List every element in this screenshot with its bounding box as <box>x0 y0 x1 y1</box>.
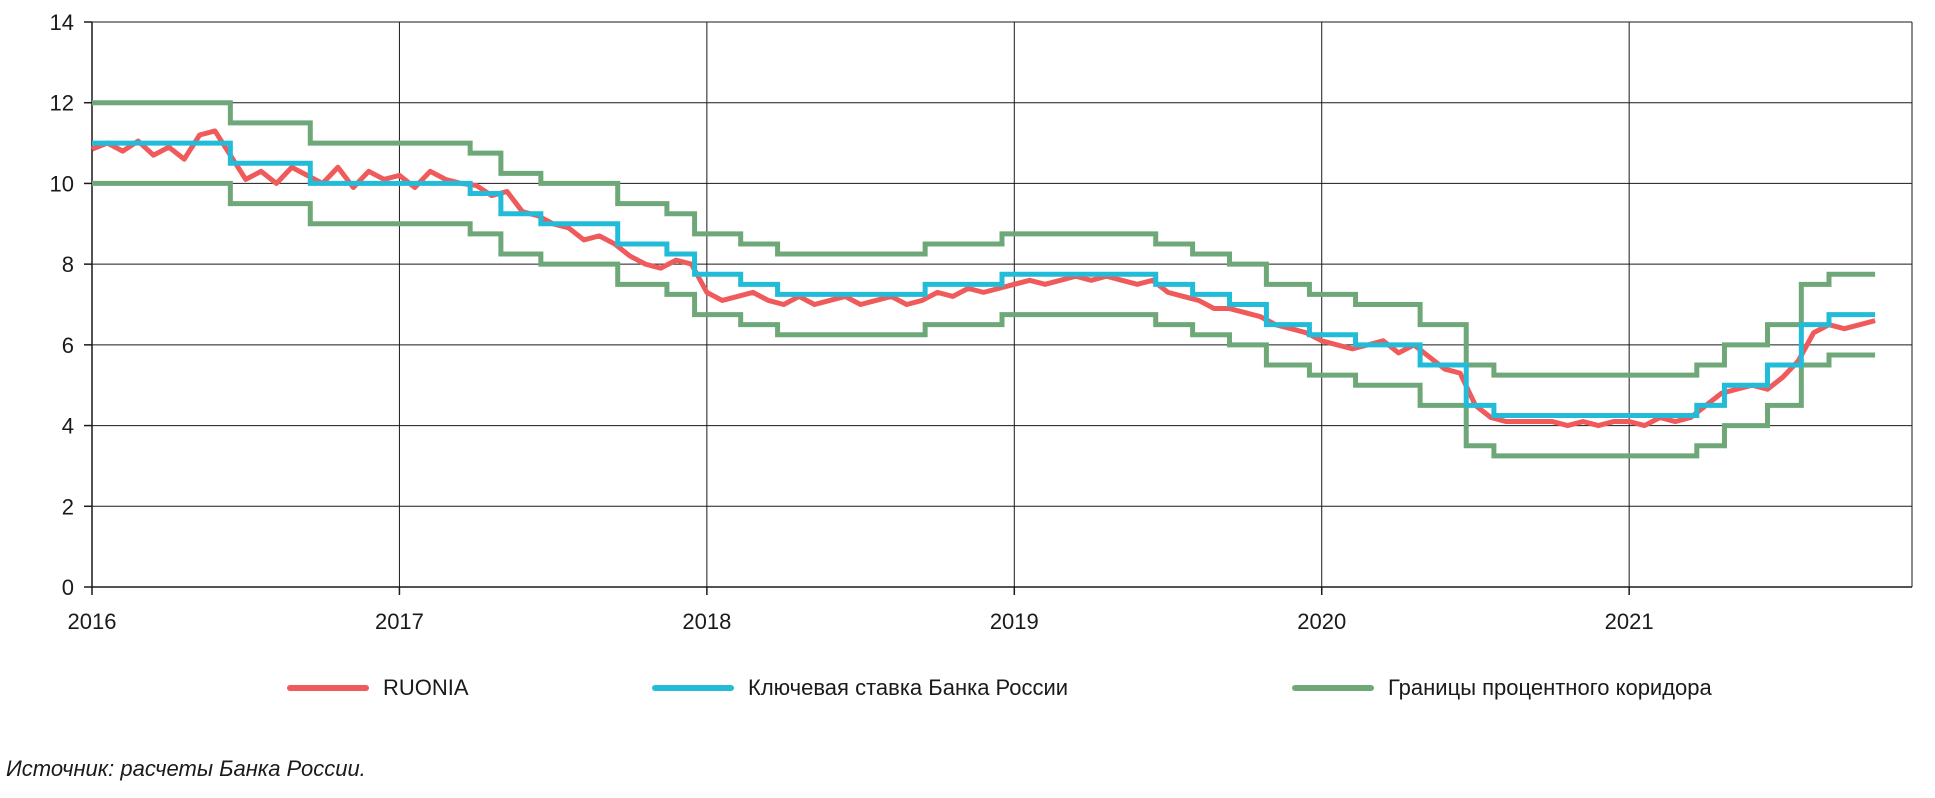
y-tick-label: 6 <box>62 333 74 358</box>
line-chart: 0 2 4 6 8 10 12 14 2016 2017 2018 2019 2020 2021 <box>50 10 1913 634</box>
x-tick-label: 2021 <box>1605 609 1654 634</box>
x-tick-labels: 2016 2017 2018 2019 2020 2021 <box>68 587 1654 634</box>
legend-swatch-key-rate <box>652 685 734 691</box>
y-tick-labels: 0 2 4 6 8 10 12 14 <box>50 10 92 600</box>
x-tick-label: 2019 <box>990 609 1039 634</box>
legend-swatch-corridor <box>1292 685 1374 691</box>
y-tick-label: 0 <box>62 575 74 600</box>
legend-label-key-rate: Ключевая ставка Банка России <box>748 675 1069 700</box>
legend: RUONIA Ключевая ставка Банка России Гран… <box>0 675 1935 715</box>
y-tick-label: 8 <box>62 252 74 277</box>
y-tick-label: 14 <box>50 10 74 35</box>
ruonia-series <box>91 128 1876 429</box>
legend-label-ruonia: RUONIA <box>383 675 469 700</box>
source-note: Источник: расчеты Банка России. <box>6 756 366 781</box>
corridor-lower-line <box>92 180 1876 459</box>
axes <box>91 22 1912 588</box>
y-tick-label: 4 <box>62 414 74 439</box>
legend-swatch-ruonia <box>287 685 369 691</box>
y-tick-label: 12 <box>50 91 74 116</box>
corridor-series <box>92 100 1876 459</box>
x-tick-label: 2016 <box>68 609 117 634</box>
key-rate-line <box>92 140 1876 418</box>
x-tick-label: 2017 <box>375 609 424 634</box>
gridlines <box>91 21 1913 588</box>
corridor-upper-line <box>92 100 1876 378</box>
x-tick-label: 2018 <box>682 609 731 634</box>
legend-label-corridor: Границы процентного коридора <box>1388 675 1712 700</box>
legend-item-ruonia: RUONIA <box>287 675 469 701</box>
key-rate-series <box>92 140 1876 418</box>
legend-item-corridor: Границы процентного коридора <box>1292 675 1712 701</box>
y-tick-label: 2 <box>62 494 74 519</box>
y-tick-label: 10 <box>50 171 74 196</box>
legend-item-key-rate: Ключевая ставка Банка России <box>652 675 1068 701</box>
x-tick-label: 2020 <box>1297 609 1346 634</box>
ruonia-line <box>91 128 1876 429</box>
